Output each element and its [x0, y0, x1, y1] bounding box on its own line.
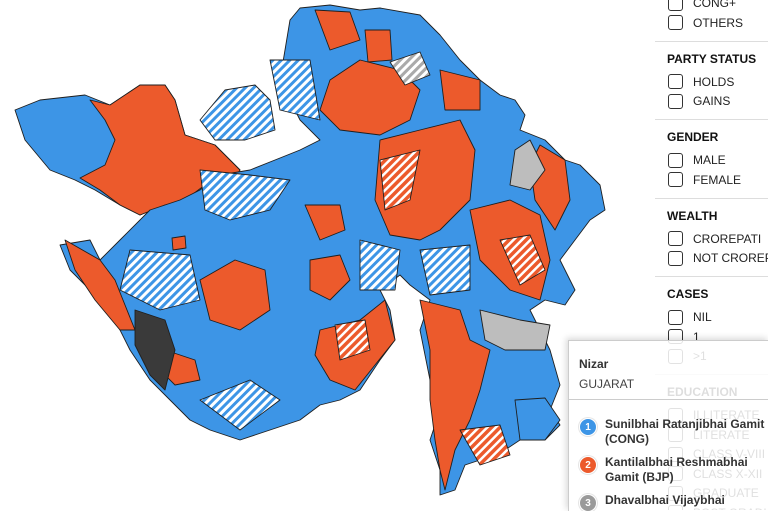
checkbox[interactable]	[668, 309, 683, 325]
constituency-name: Nizar	[579, 357, 609, 371]
candidate-name: Dhavalbhai Vijaybhai	[605, 493, 725, 507]
region[interactable]	[439, 69, 481, 111]
region[interactable]	[309, 254, 351, 301]
separator	[655, 276, 768, 277]
checkbox[interactable]	[668, 250, 683, 266]
region[interactable]	[374, 119, 476, 241]
separator	[655, 40, 768, 42]
filter-option[interactable]: NIL	[668, 309, 712, 325]
candidate-name: Kantilalbhai Reshmabhai Gamit (BJP)	[605, 455, 748, 484]
region[interactable]	[199, 84, 276, 141]
filter-option[interactable]: HOLDS	[668, 74, 734, 90]
region[interactable]	[459, 424, 511, 466]
separator	[655, 119, 768, 120]
filter-option[interactable]: FEMALE	[668, 172, 741, 188]
checkbox[interactable]	[668, 0, 683, 11]
state-name: GUJARAT	[579, 377, 635, 391]
region[interactable]	[419, 244, 471, 296]
region[interactable]	[359, 239, 401, 291]
separator	[655, 197, 768, 199]
filter-option[interactable]: NOT CROREPATI	[668, 250, 768, 266]
option-label: NIL	[693, 310, 712, 324]
region[interactable]	[199, 169, 291, 221]
filter-option[interactable]: OTHERS	[668, 15, 743, 31]
checkbox[interactable]	[668, 15, 683, 30]
candidate[interactable]: 3 Dhavalbhai Vijaybhai	[579, 493, 768, 511]
separator	[569, 399, 768, 400]
region[interactable]	[319, 59, 421, 136]
region[interactable]	[119, 249, 201, 311]
section-title: GENDER	[667, 130, 719, 144]
option-label: FEMALE	[693, 172, 742, 187]
region[interactable]	[479, 309, 551, 351]
section-title: PARTY STATUS	[667, 51, 757, 66]
option-label: MALE	[693, 153, 726, 167]
region[interactable]	[334, 319, 371, 361]
region[interactable]	[199, 379, 281, 431]
checkbox[interactable]	[668, 152, 683, 168]
region[interactable]	[514, 397, 561, 441]
region[interactable]	[389, 51, 431, 86]
candidate-name: Sunilbhai Ratanjibhai Gamit (CONG)	[605, 417, 765, 446]
checkbox[interactable]	[668, 172, 683, 187]
filter-option[interactable]: CROREPATI	[668, 231, 761, 247]
region[interactable]	[269, 59, 321, 121]
region[interactable]	[379, 149, 421, 211]
filter-option[interactable]: GAINS	[668, 93, 730, 109]
section-title: CASES	[667, 287, 709, 301]
option-label: 1	[693, 329, 700, 344]
candidate[interactable]: 2 Kantilalbhai Reshmabhai Gamit (BJP)	[579, 455, 768, 485]
option-label: GAINS	[693, 94, 731, 108]
region[interactable]	[171, 235, 187, 251]
option-label: NOT CROREPATI	[693, 251, 768, 265]
filter-option[interactable]: CONG+	[668, 0, 736, 11]
checkbox[interactable]	[668, 93, 683, 109]
option-label: OTHERS	[693, 15, 744, 30]
candidate[interactable]: 1 Sunilbhai Ratanjibhai Gamit (CONG)	[579, 417, 768, 447]
section-title: WEALTH	[667, 208, 718, 223]
region[interactable]	[509, 139, 546, 191]
region[interactable]	[314, 9, 361, 51]
election-map	[14, 4, 606, 496]
region[interactable]	[499, 234, 546, 286]
filter-option[interactable]: MALE	[668, 152, 726, 168]
option-label: CONG+	[693, 0, 737, 10]
region[interactable]	[199, 259, 271, 331]
region[interactable]	[419, 299, 491, 491]
region[interactable]	[134, 309, 176, 391]
checkbox[interactable]	[668, 74, 683, 89]
regions	[14, 4, 606, 496]
option-label: CROREPATI	[693, 231, 762, 246]
region[interactable]	[364, 29, 393, 63]
rank-badge: 1	[579, 418, 597, 436]
rank-badge: 3	[579, 494, 597, 511]
option-label: HOLDS	[693, 74, 735, 89]
checkbox[interactable]	[668, 231, 683, 246]
rank-badge: 2	[579, 456, 597, 474]
region[interactable]	[304, 204, 346, 241]
tooltip: Nizar GUJARAT 1 Sunilbhai Ratanjibhai Gam…	[568, 340, 768, 511]
